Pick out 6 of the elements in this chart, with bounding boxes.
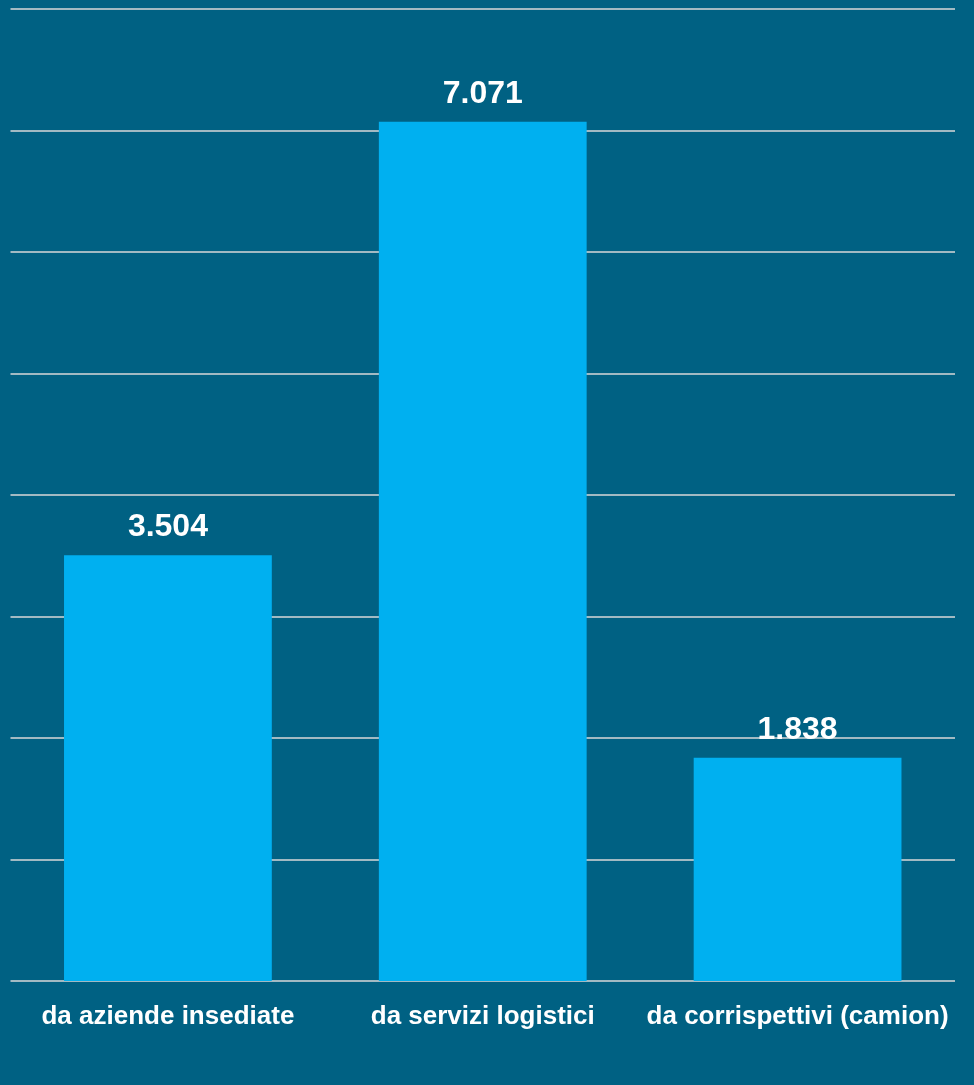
x-tick-label: da aziende insediate [41, 1000, 295, 1030]
x-tick-label: da corrispettivi (camion) [646, 1000, 949, 1030]
data-label: 3.504 [127, 507, 209, 544]
data-label: 1.838 [757, 709, 838, 746]
data-label: 7.071 [442, 73, 523, 110]
x-tick-label: da servizi logistici [370, 1000, 595, 1030]
